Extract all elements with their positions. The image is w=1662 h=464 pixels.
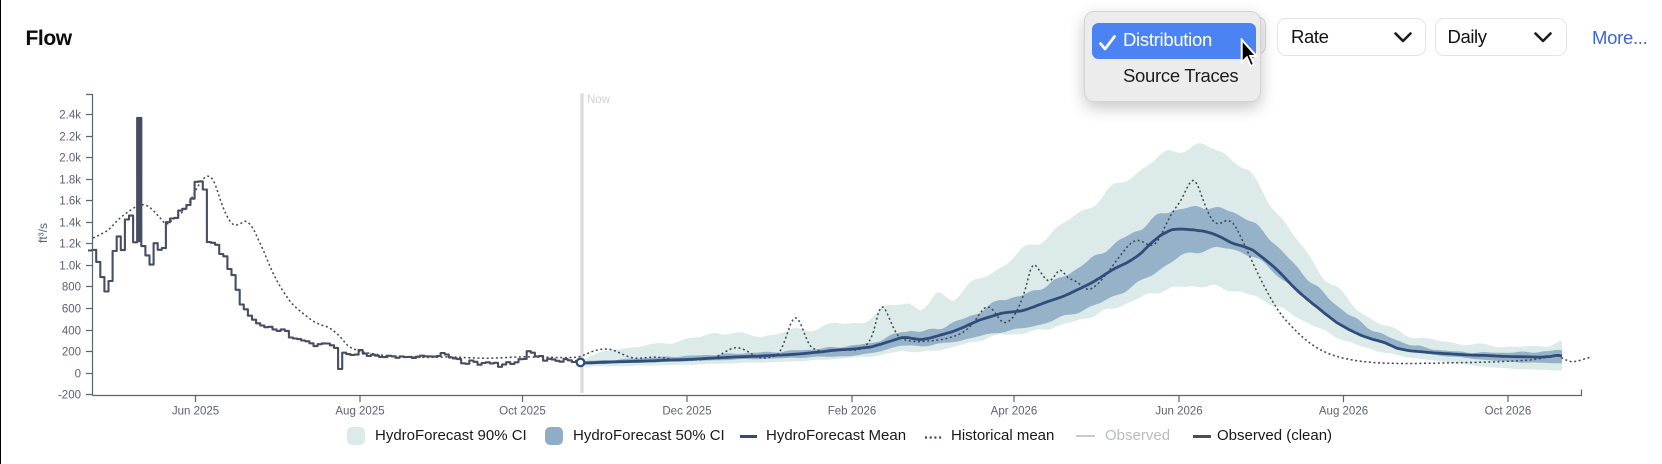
svg-text:Jun 2025: Jun 2025: [172, 406, 219, 418]
svg-text:1.6k: 1.6k: [59, 195, 81, 207]
svg-text:Oct 2026: Oct 2026: [1485, 406, 1532, 418]
svg-text:1.2k: 1.2k: [59, 238, 81, 250]
svg-text:Dec 2025: Dec 2025: [662, 406, 711, 418]
svg-text:600: 600: [62, 303, 81, 315]
svg-text:800: 800: [62, 281, 81, 293]
svg-text:200: 200: [62, 346, 81, 358]
svg-text:2.2k: 2.2k: [59, 131, 81, 143]
svg-text:Now: Now: [587, 94, 611, 106]
svg-text:Oct 2025: Oct 2025: [499, 406, 546, 418]
svg-text:2.4k: 2.4k: [59, 109, 81, 121]
svg-text:400: 400: [62, 325, 81, 337]
svg-text:Aug 2025: Aug 2025: [335, 406, 384, 418]
svg-text:-200: -200: [58, 389, 81, 401]
svg-text:Apr 2026: Apr 2026: [991, 406, 1038, 418]
svg-text:1.8k: 1.8k: [59, 174, 81, 186]
svg-text:2.0k: 2.0k: [59, 152, 81, 164]
svg-text:Jun 2026: Jun 2026: [1155, 406, 1202, 418]
svg-text:ft³/s: ft³/s: [36, 223, 50, 243]
svg-text:Feb 2026: Feb 2026: [828, 406, 877, 418]
svg-text:1.0k: 1.0k: [59, 260, 81, 272]
svg-text:0: 0: [75, 368, 81, 380]
svg-text:Aug 2026: Aug 2026: [1319, 406, 1368, 418]
svg-text:1.4k: 1.4k: [59, 217, 81, 229]
